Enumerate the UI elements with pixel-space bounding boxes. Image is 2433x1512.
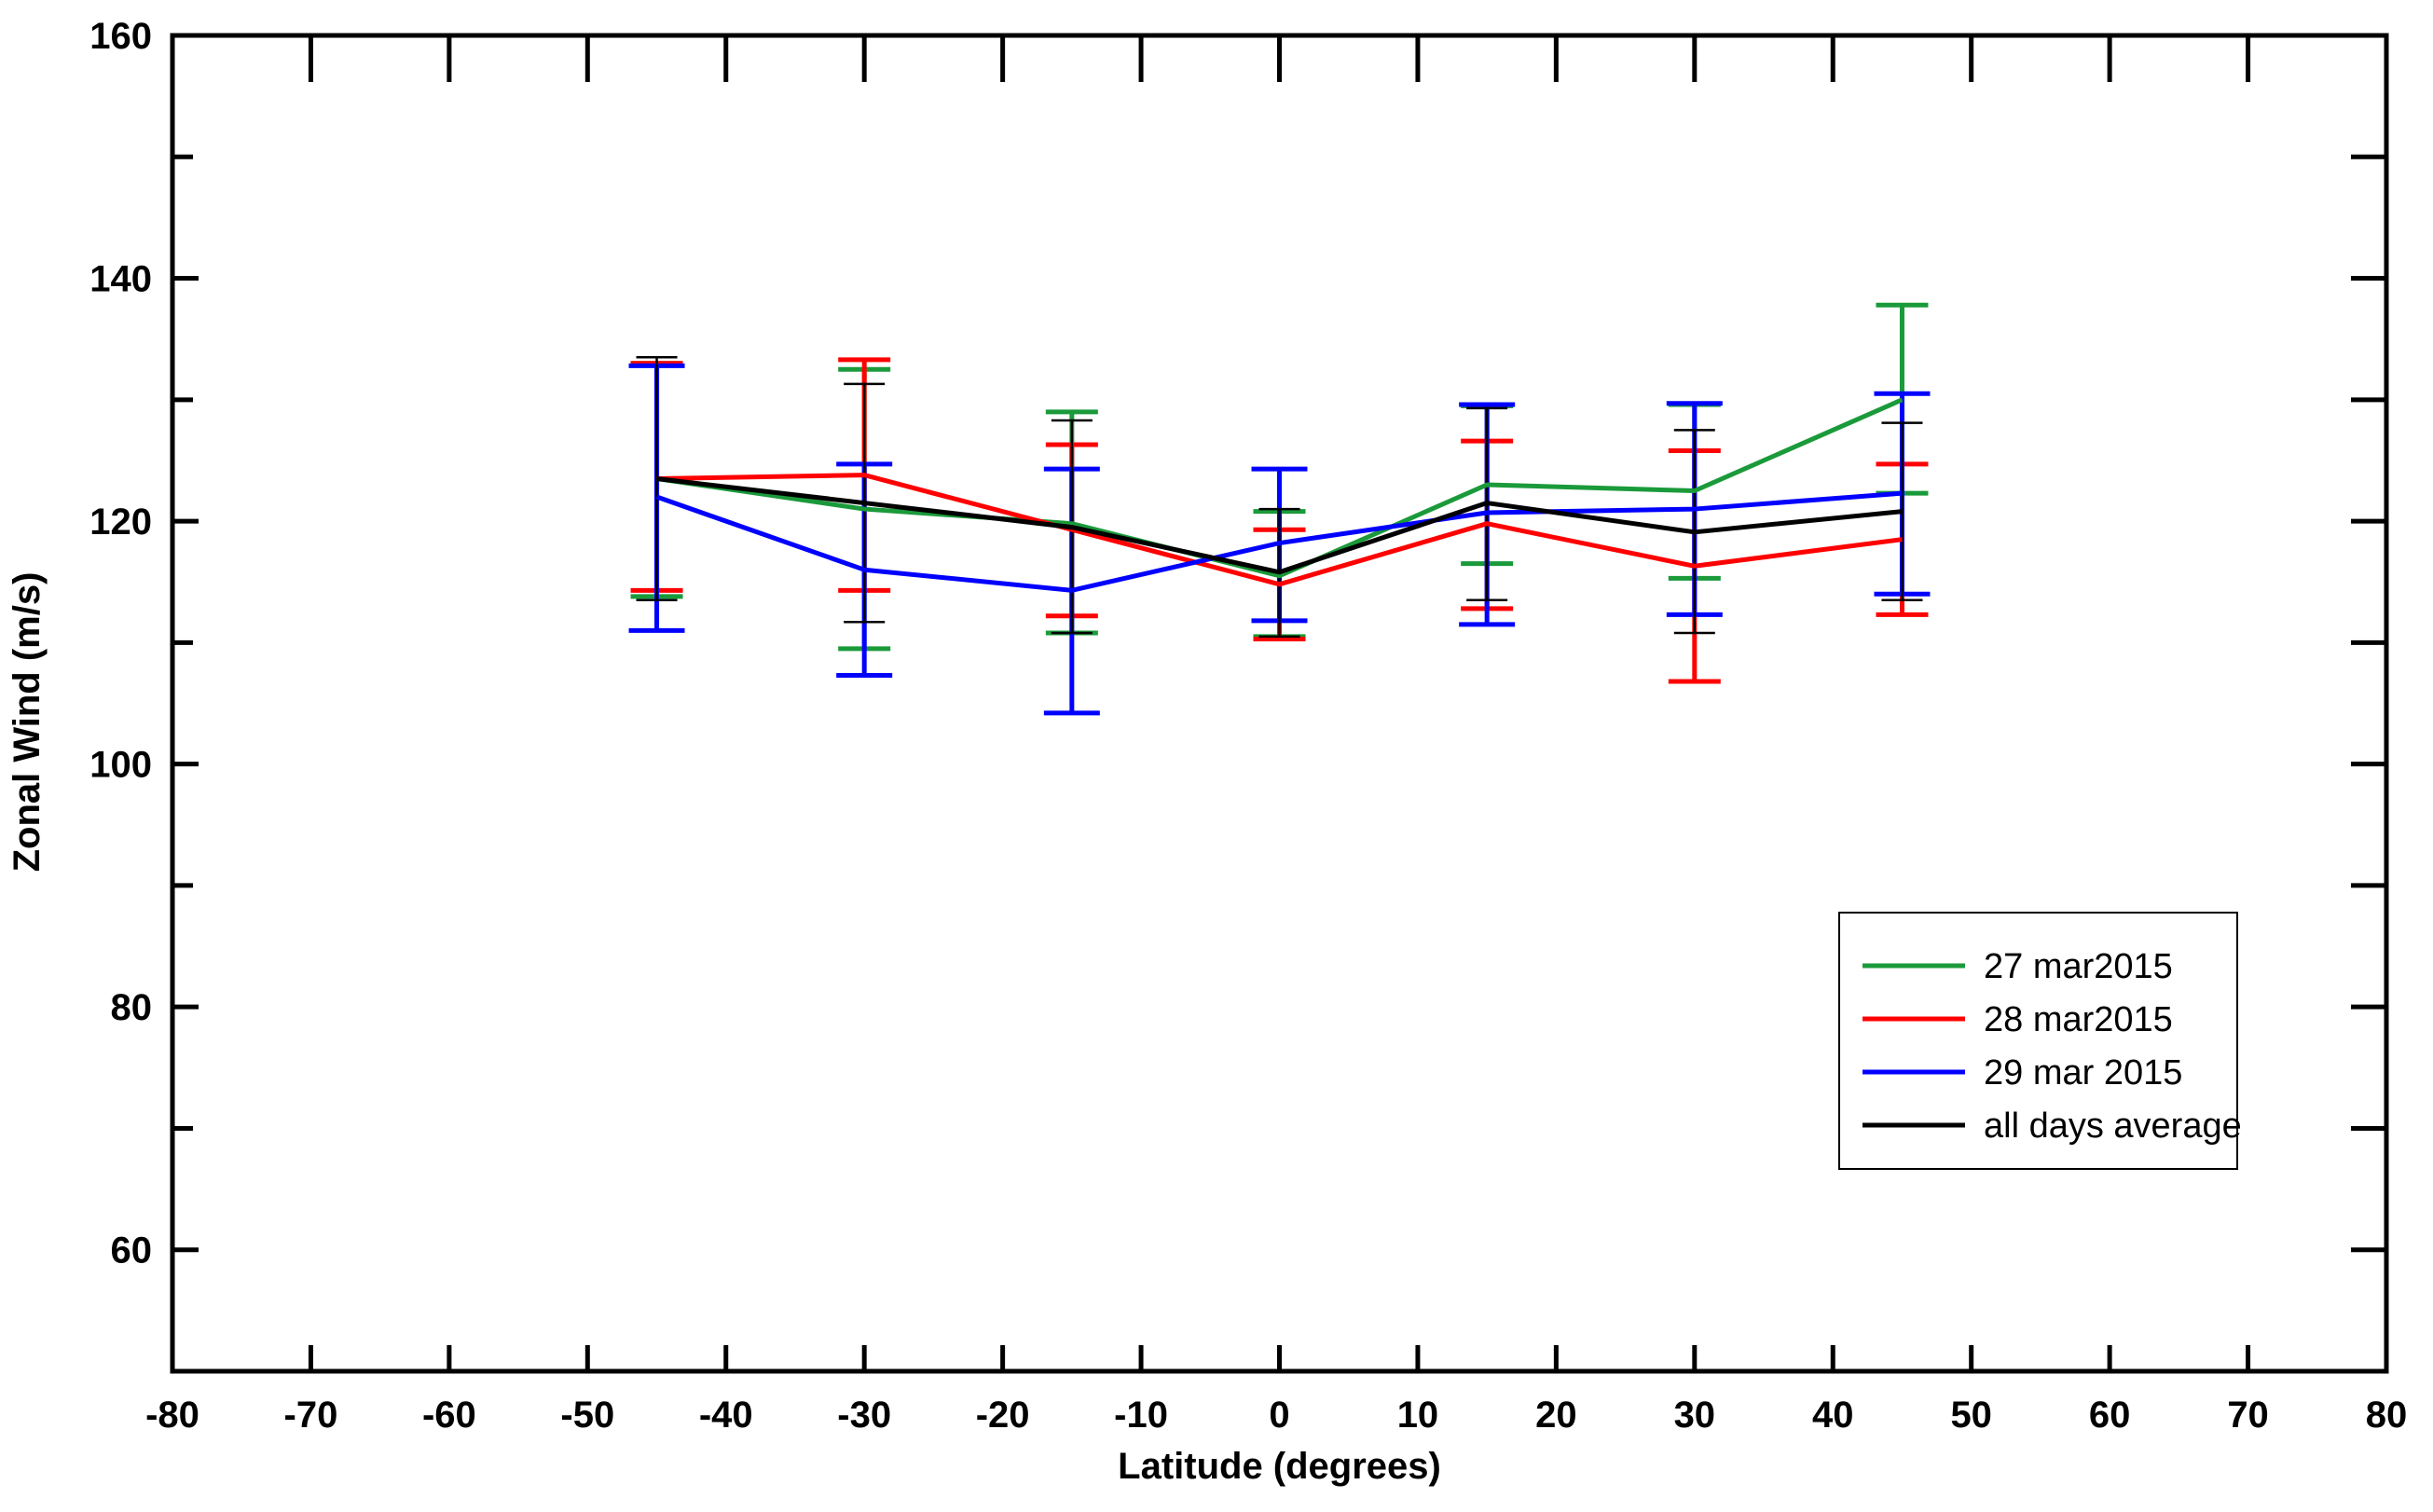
legend-label-3: 29 mar 2015 xyxy=(1984,1053,2182,1093)
y-tick-label: 120 xyxy=(89,502,152,543)
x-tick-label: 70 xyxy=(2227,1395,2269,1436)
x-tick-label: 10 xyxy=(1397,1395,1439,1436)
y-tick-label: 160 xyxy=(89,16,152,57)
y-tick-label: 100 xyxy=(89,745,152,786)
plot-frame xyxy=(170,33,2389,1374)
x-tick-label: -40 xyxy=(699,1395,753,1436)
series-lines xyxy=(655,397,1904,593)
legend-label-1: 27 mar2015 xyxy=(1984,947,2173,986)
x-tick-label: -80 xyxy=(145,1395,199,1436)
axes: -80 -70 -60 -50 -40 -30 -20 -10 0 10 20 30 40 50 60 70 8… xyxy=(89,16,2407,1436)
legend-label-4: all days average xyxy=(1984,1107,2242,1146)
x-tick-label: -30 xyxy=(837,1395,891,1436)
x-tick-label: -20 xyxy=(976,1395,1030,1436)
x-tick-label: -10 xyxy=(1114,1395,1168,1436)
x-tick-label: 80 xyxy=(2366,1395,2408,1436)
x-tick-label: -50 xyxy=(560,1395,614,1436)
y-tick-label: 140 xyxy=(89,259,152,300)
x-tick-label: -70 xyxy=(284,1395,338,1436)
x-tick-label: 20 xyxy=(1535,1395,1577,1436)
x-tick-label: 40 xyxy=(1812,1395,1854,1436)
x-tick-label: 50 xyxy=(1950,1395,1992,1436)
x-tick-label: 60 xyxy=(2089,1395,2131,1436)
x-tick-label: 30 xyxy=(1674,1395,1716,1436)
x-axis-title: Latitude (degrees) xyxy=(1118,1446,1441,1487)
x-tick-label: -60 xyxy=(422,1395,476,1436)
y-axis-title: Zonal Wind (m/s) xyxy=(7,572,48,873)
x-tick-label: 0 xyxy=(1269,1395,1289,1436)
legend-label-2: 28 mar2015 xyxy=(1984,1000,2173,1039)
legend: 27 mar2015 28 mar2015 29 mar 2015 all days … xyxy=(1838,912,2242,1170)
y-tick-label: 60 xyxy=(111,1230,153,1271)
y-tick-label: 80 xyxy=(111,987,153,1028)
